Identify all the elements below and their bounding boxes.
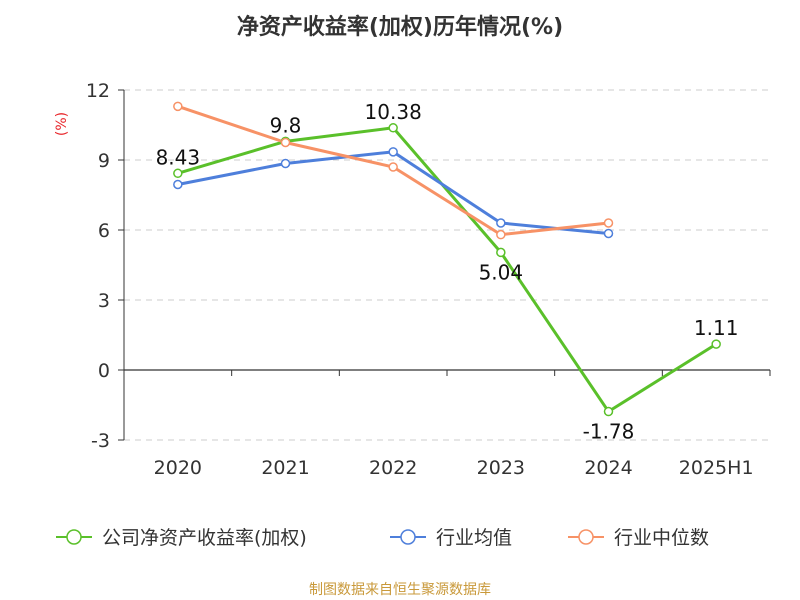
y-axis-ticks: 12 9 6 3 0 -3 [86,80,110,452]
y-tick-label: 12 [86,80,110,102]
legend-marker-industry-mean [400,529,416,545]
legend: 公司净资产收益率(加权) 行业均值 行业中位数 [56,527,709,549]
industry-median-point [603,218,614,228]
y-tick-label: 9 [98,150,110,172]
legend-marker-industry-median [578,529,594,545]
data-label: 10.38 [365,100,422,124]
industry-mean-point [496,218,506,228]
legend-label-industry-mean: 行业均值 [436,527,512,549]
x-tick-label: 2020 [154,457,202,479]
industry-mean-point [173,179,183,190]
industry-median-point [388,162,398,172]
industry-median-point [496,229,506,240]
source-note: 制图数据来自恒生聚源数据库 [309,582,491,598]
y-tick-label: 0 [98,360,110,382]
y-axis-unit: (%) [54,112,70,136]
data-labels: 8.43 9.8 10.38 5.04 -1.78 1.11 [156,100,739,444]
legend-label-industry-median: 行业中位数 [614,527,709,549]
industry-median-point [280,137,291,148]
series-lines [177,104,717,414]
industry-mean-point [388,147,398,157]
x-tick-label: 2022 [369,457,417,479]
chart-title: 净资产收益率(加权)历年情况(%) [237,14,563,40]
company-roe-point [496,247,506,258]
y-tick-label: 3 [98,290,110,312]
industry-mean-point [280,158,291,169]
series-points [173,101,721,417]
legend-marker-company-roe [66,529,82,545]
industry-median-point [173,101,183,112]
company-roe-point [388,123,398,133]
industry-mean-point [603,228,614,239]
company-roe-point [603,406,614,417]
x-axis-ticks: 2020 2021 2022 2023 2024 2025H1 [154,457,754,479]
x-tick-label: 2021 [261,457,309,479]
x-tick-label: 2023 [477,457,525,479]
data-label: 8.43 [156,145,201,169]
y-tick-label: -3 [91,430,110,452]
company-roe-point [173,168,183,179]
y-tick-label: 6 [98,220,110,242]
data-label: -1.78 [583,420,635,444]
data-label: 9.8 [270,113,302,137]
company-roe-line [177,126,717,414]
data-label: 5.04 [479,260,524,284]
legend-label-company-roe: 公司净资产收益率(加权) [102,527,307,549]
x-tick-label: 2024 [584,457,632,479]
data-label: 1.11 [694,316,739,340]
gridlines [124,89,770,441]
x-tick-label: 2025H1 [679,457,754,479]
axes [118,89,771,441]
company-roe-point [711,339,721,349]
